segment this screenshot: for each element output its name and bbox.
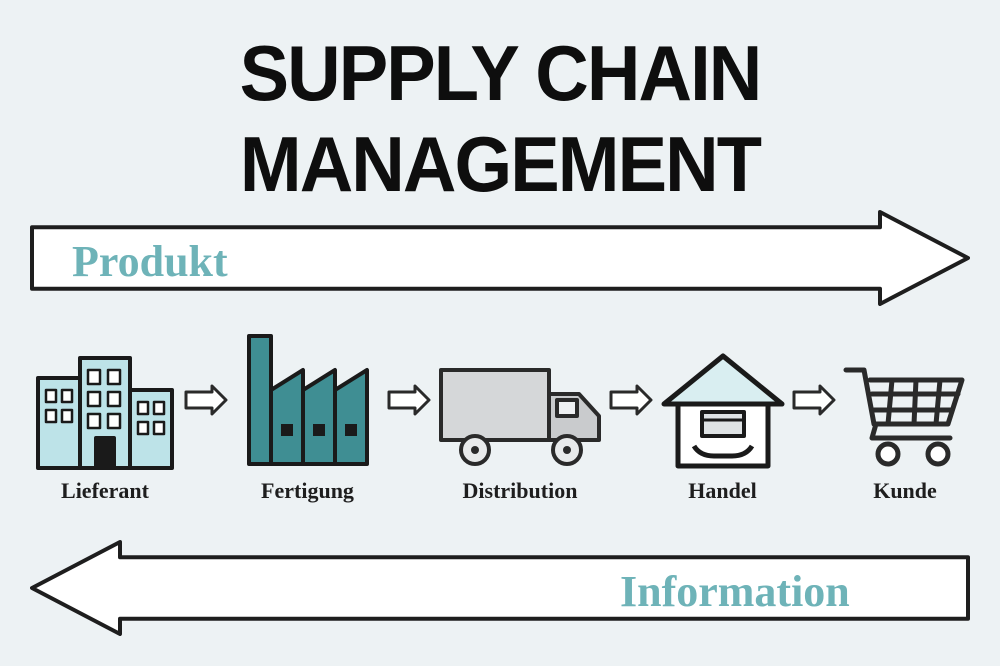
produkt-label: Produkt: [72, 236, 228, 287]
information-flow-arrow: Information: [30, 540, 970, 636]
connector-arrow-icon: [609, 384, 653, 461]
stage-fertigung: Fertigung: [233, 340, 383, 504]
stage-label: Fertigung: [261, 478, 354, 504]
page-title: SUPPLY CHAIN MANAGEMENT: [25, 0, 975, 210]
connector-arrow-icon: [387, 384, 431, 461]
connector-arrow-icon: [184, 384, 228, 461]
connector-arrow-icon: [792, 384, 836, 461]
produkt-flow-arrow: Produkt: [30, 210, 970, 306]
factory-icon: [233, 340, 383, 470]
stage-handel: Handel: [658, 340, 788, 504]
cart-icon: [840, 340, 970, 470]
stage-distribution: Distribution: [435, 340, 605, 504]
truck-icon: [435, 340, 605, 470]
stage-kunde: Kunde: [840, 340, 970, 504]
stage-label: Distribution: [463, 478, 578, 504]
house-icon: [658, 340, 788, 470]
stage-lieferant: Lieferant: [30, 340, 180, 504]
information-label: Information: [620, 566, 850, 617]
stage-label: Lieferant: [61, 478, 149, 504]
stage-label: Handel: [688, 478, 756, 504]
buildings-icon: [30, 340, 180, 470]
stage-label: Kunde: [873, 478, 937, 504]
stages-row: Lieferant Fertigung: [30, 340, 970, 504]
